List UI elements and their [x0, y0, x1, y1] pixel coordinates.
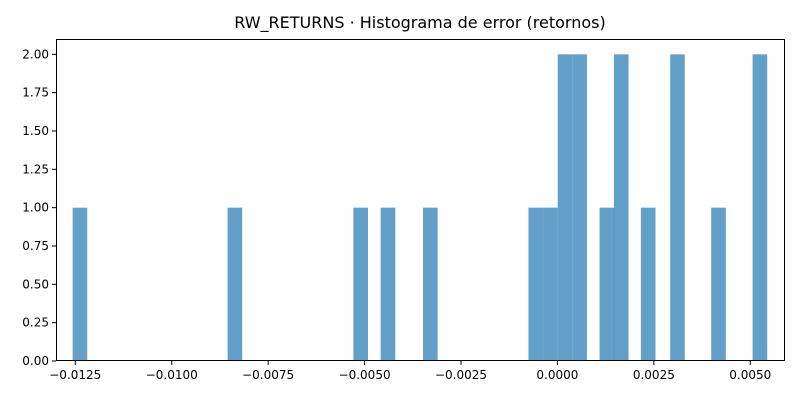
y-tick-label: 2.00 — [22, 47, 49, 61]
bars-group — [72, 54, 768, 361]
x-axis-ticks: −0.0125 −0.0100 −0.0075 −0.0050 −0.0025 0.000… — [49, 361, 771, 382]
x-tick-label: −0.0075 — [242, 368, 294, 382]
chart-title: RW_RETURNS · Histograma de error (retorn… — [234, 13, 605, 33]
histogram-bar — [557, 54, 573, 361]
histogram-bar — [528, 207, 544, 361]
x-tick-label: 0.0000 — [536, 368, 578, 382]
plot-frame — [56, 39, 785, 361]
x-tick-label: −0.0125 — [49, 368, 101, 382]
x-tick-label: 0.0025 — [633, 368, 675, 382]
y-tick-label: 1.50 — [22, 124, 49, 138]
x-tick-label: −0.0025 — [435, 368, 487, 382]
y-tick-label: 1.25 — [22, 162, 49, 176]
y-tick-label: 1.00 — [22, 201, 49, 215]
y-tick-label: 0.75 — [22, 239, 49, 253]
histogram-bar — [227, 207, 243, 361]
x-tick-label: −0.0050 — [339, 368, 391, 382]
histogram-bar — [752, 54, 768, 361]
y-tick-label: 1.75 — [22, 86, 49, 100]
x-tick-label: −0.0100 — [146, 368, 198, 382]
histogram-bar — [423, 207, 438, 361]
y-tick-label: 0.00 — [22, 354, 49, 368]
histogram-bar — [640, 207, 656, 361]
y-tick-label: 0.50 — [22, 277, 49, 291]
histogram-bar — [670, 54, 685, 361]
histogram-bar — [72, 207, 88, 361]
x-tick-label: 0.0050 — [729, 368, 771, 382]
histogram-bar — [353, 207, 369, 361]
histogram-bar — [572, 54, 587, 361]
histogram-bar — [380, 207, 396, 361]
y-axis-ticks: 0.00 0.25 0.50 0.75 1.00 1.25 1.50 1.75 2.00 — [22, 47, 56, 368]
histogram-bar — [599, 207, 615, 361]
y-tick-label: 0.25 — [22, 316, 49, 330]
histogram-bar — [543, 207, 558, 361]
histogram-bar — [613, 54, 629, 361]
histogram-bar — [711, 207, 726, 361]
